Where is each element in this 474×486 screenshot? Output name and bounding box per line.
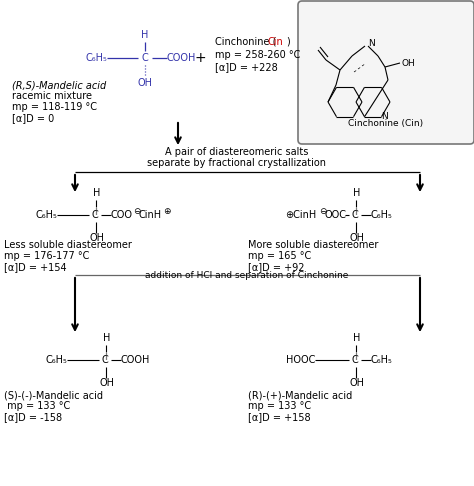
Text: ): ) xyxy=(286,37,290,47)
Text: racemic mixture: racemic mixture xyxy=(12,91,92,101)
Text: C₆H₅: C₆H₅ xyxy=(85,53,107,63)
Text: C: C xyxy=(142,53,148,63)
Text: [α]D = 0: [α]D = 0 xyxy=(12,113,54,123)
Text: N: N xyxy=(382,111,388,121)
Text: [α]D = -158: [α]D = -158 xyxy=(4,412,62,422)
Text: OH: OH xyxy=(349,378,365,388)
Text: C: C xyxy=(352,210,358,220)
Text: mp = 133 °C: mp = 133 °C xyxy=(4,401,70,411)
Text: OOC: OOC xyxy=(325,210,347,220)
Text: N: N xyxy=(368,38,375,48)
Text: HOOC: HOOC xyxy=(286,355,315,365)
Text: More soluble diastereomer: More soluble diastereomer xyxy=(248,240,378,250)
Text: C₆H₅: C₆H₅ xyxy=(371,355,393,365)
Text: H: H xyxy=(353,188,361,198)
Text: C: C xyxy=(101,355,109,365)
Text: C: C xyxy=(352,355,358,365)
Text: COO: COO xyxy=(111,210,133,220)
Text: Cin: Cin xyxy=(268,37,284,47)
Text: H: H xyxy=(103,333,111,343)
Text: C₆H₅: C₆H₅ xyxy=(45,355,67,365)
Text: Cinchonine (: Cinchonine ( xyxy=(215,37,276,47)
Text: (S)-(-)-Mandelic acid: (S)-(-)-Mandelic acid xyxy=(4,390,103,400)
Text: [α]D = +158: [α]D = +158 xyxy=(248,412,310,422)
Text: OH: OH xyxy=(100,378,115,388)
Text: mp = 165 °C: mp = 165 °C xyxy=(248,251,311,261)
Text: +: + xyxy=(194,51,206,65)
Text: COOH: COOH xyxy=(167,53,196,63)
Text: H: H xyxy=(93,188,100,198)
Text: OH: OH xyxy=(137,78,153,88)
Text: ⊖: ⊖ xyxy=(133,207,140,215)
Text: ⊕CinH: ⊕CinH xyxy=(285,210,316,220)
Text: (R)-(+)-Mandelic acid: (R)-(+)-Mandelic acid xyxy=(248,390,352,400)
Text: Cinchonine (Cin): Cinchonine (Cin) xyxy=(348,119,424,128)
Text: ⊖: ⊖ xyxy=(319,207,327,215)
Text: COOH: COOH xyxy=(121,355,150,365)
Text: mp = 133 °C: mp = 133 °C xyxy=(248,401,311,411)
Text: [α]D = +228: [α]D = +228 xyxy=(215,62,278,72)
Text: (R,S)-Mandelic acid: (R,S)-Mandelic acid xyxy=(12,80,106,90)
Text: C: C xyxy=(91,210,99,220)
Text: H: H xyxy=(353,333,361,343)
Text: separate by fractional crystallization: separate by fractional crystallization xyxy=(147,158,327,168)
FancyBboxPatch shape xyxy=(298,1,474,144)
Text: mp = 176-177 °C: mp = 176-177 °C xyxy=(4,251,90,261)
Text: addition of HCl and separation of Cinchonine: addition of HCl and separation of Cincho… xyxy=(146,271,349,279)
Text: ⊕: ⊕ xyxy=(163,207,171,215)
Text: Less soluble diastereomer: Less soluble diastereomer xyxy=(4,240,132,250)
Text: OH: OH xyxy=(349,233,365,243)
Text: OH: OH xyxy=(402,58,416,68)
Text: H: H xyxy=(141,30,149,40)
Text: [α]D = +154: [α]D = +154 xyxy=(4,262,67,272)
Text: OH: OH xyxy=(90,233,104,243)
Text: A pair of diastereomeric salts: A pair of diastereomeric salts xyxy=(165,147,309,157)
Text: C₆H₅: C₆H₅ xyxy=(371,210,393,220)
Text: C₆H₅: C₆H₅ xyxy=(35,210,57,220)
Text: [α]D = +92: [α]D = +92 xyxy=(248,262,304,272)
Text: mp = 258-260 °C: mp = 258-260 °C xyxy=(215,50,301,60)
Text: mp = 118-119 °C: mp = 118-119 °C xyxy=(12,102,97,112)
Text: CinH: CinH xyxy=(139,210,162,220)
